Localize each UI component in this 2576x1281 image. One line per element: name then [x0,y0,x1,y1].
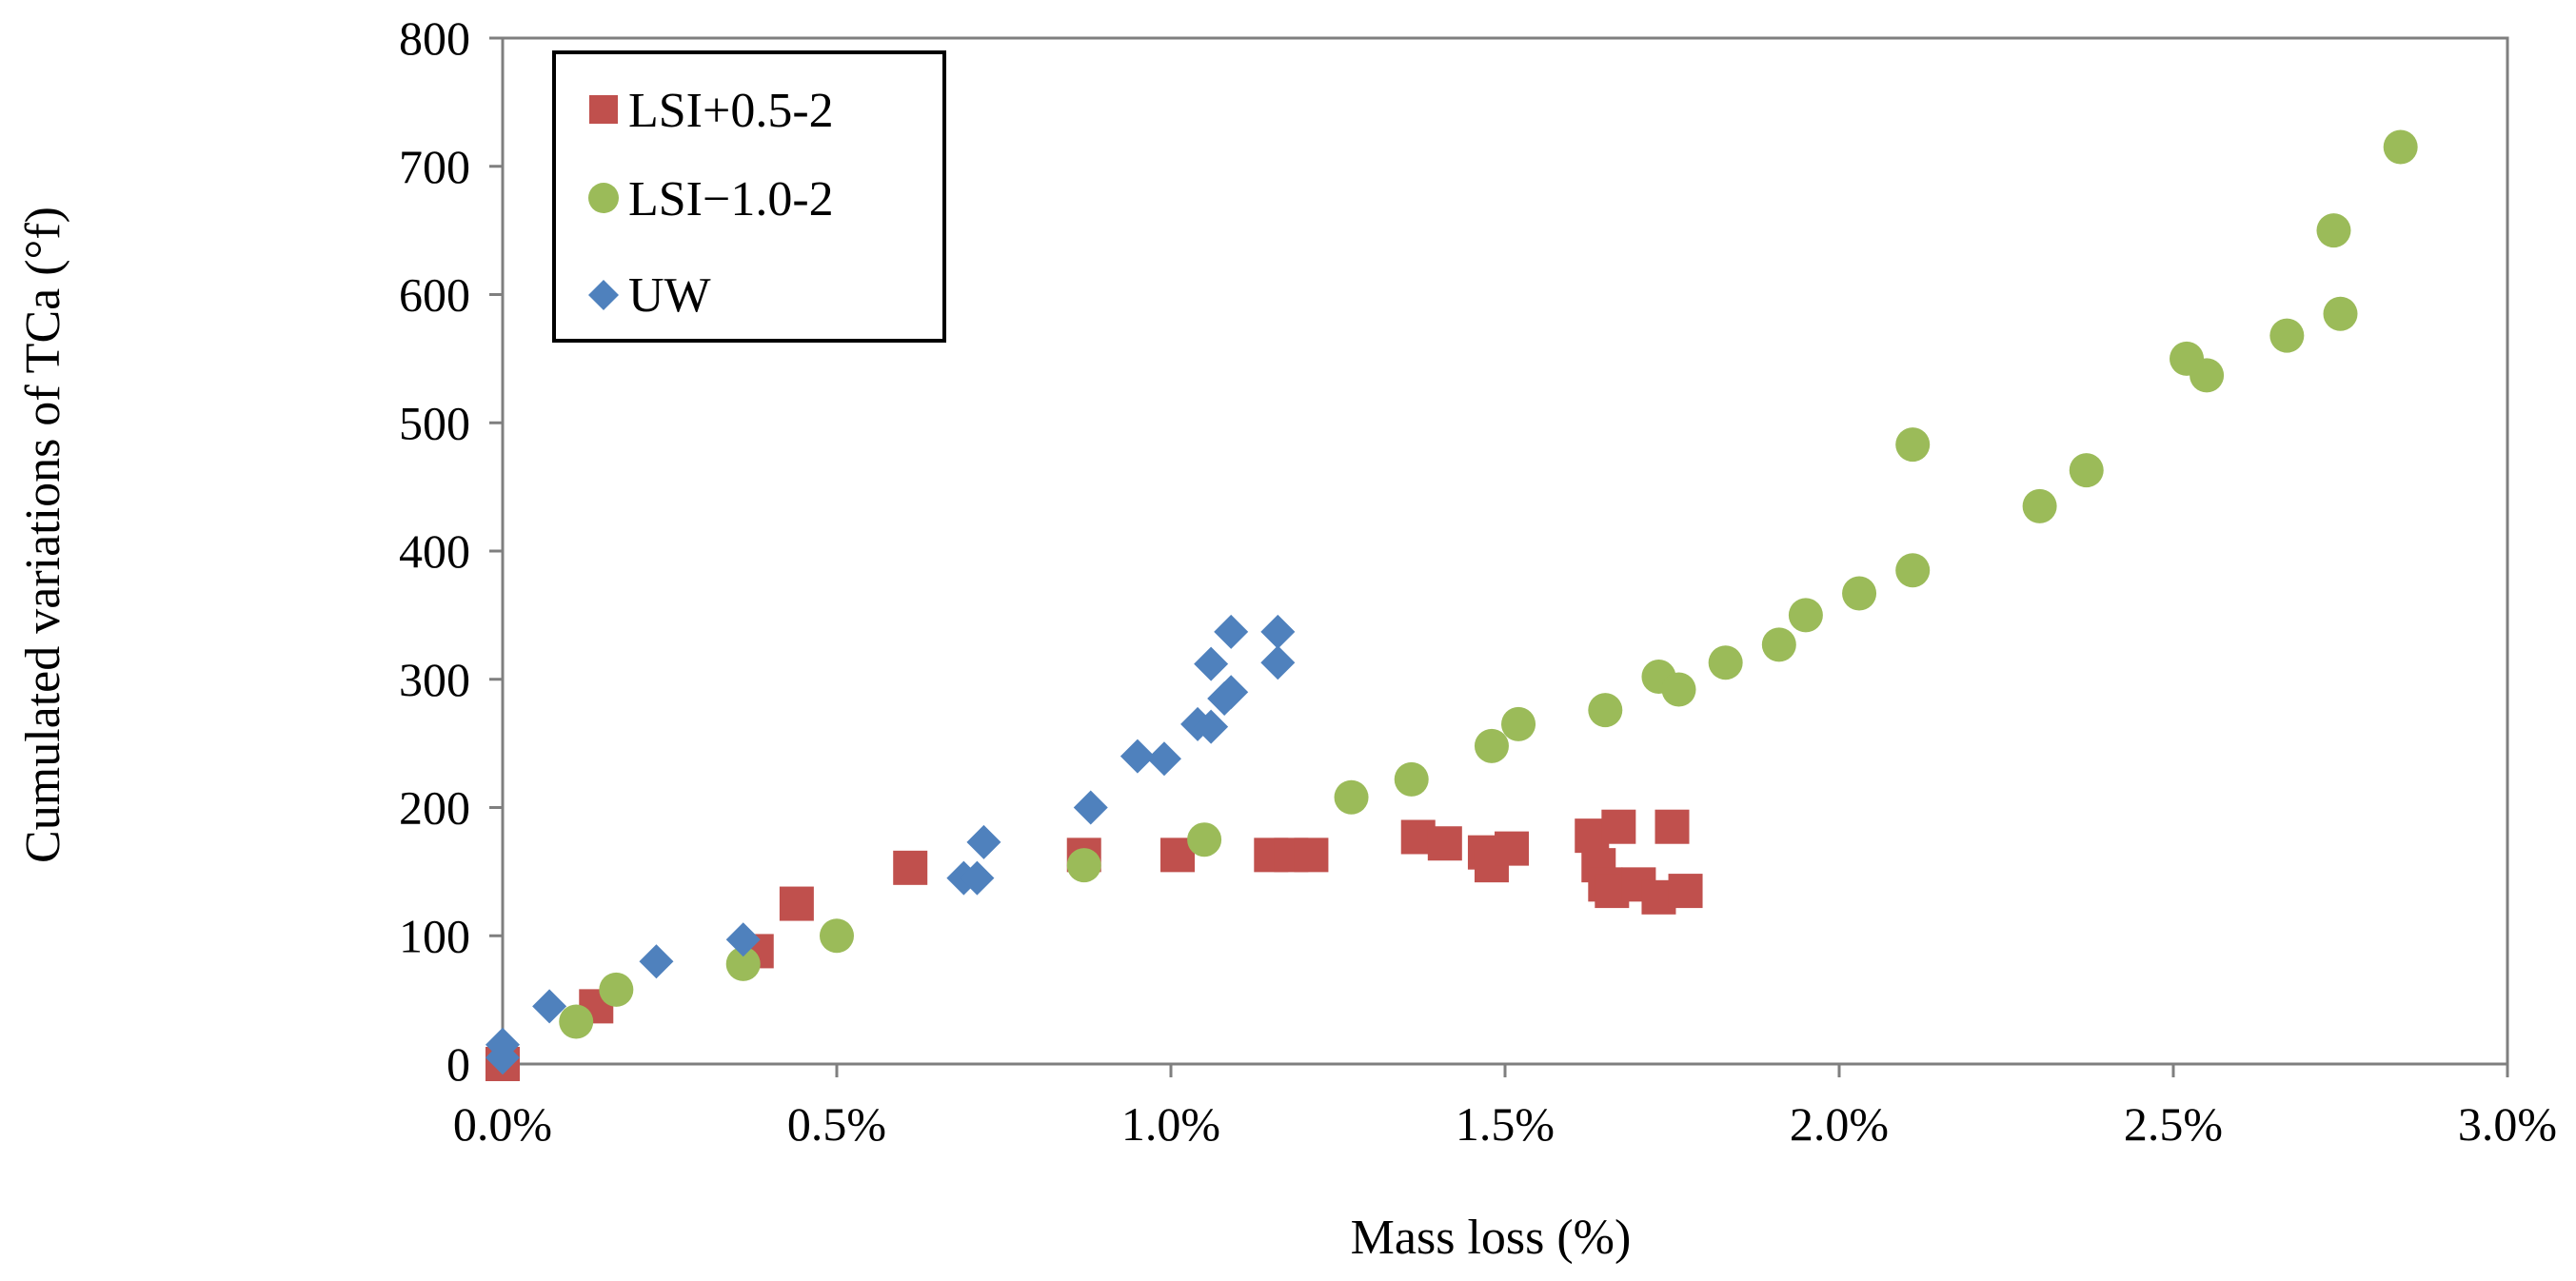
y-tick-label: 700 [399,140,470,193]
data-point-circle [1066,848,1101,883]
legend-box [552,50,946,343]
y-tick-label: 600 [399,268,470,322]
data-point-circle [1661,672,1696,707]
x-tick-label: 1.5% [1456,1097,1555,1151]
data-point-circle [1788,598,1823,633]
data-point-square [1427,826,1462,861]
data-point-diamond [960,860,995,896]
data-point-square [779,886,814,921]
y-tick-label: 400 [399,524,470,578]
legend: LSI+0.5-2 LSI−1.0-2 UW [552,50,946,343]
data-point-circle [2323,296,2358,331]
legend-item-lsi-plus: LSI+0.5-2 [589,84,834,138]
y-tick-label: 100 [399,909,470,962]
data-point-square [1294,838,1329,873]
data-point-diamond [1120,739,1155,774]
data-point-diamond [1214,675,1249,710]
x-axis-title: Mass loss (%) [1351,1211,1632,1265]
y-tick-label: 0 [446,1037,470,1091]
data-point-diamond [639,944,674,979]
legend-swatch-lsi-plus [589,95,618,124]
data-point-square [893,850,928,885]
x-tick-label: 3.0% [2458,1097,2557,1151]
y-axis-title: Cumulated variations of TCa (°f) [16,207,70,863]
data-point-circle [1334,779,1369,815]
legend-label-lsi-minus: LSI−1.0-2 [628,172,834,227]
data-points [485,129,2418,1081]
data-point-circle [2190,358,2225,393]
data-point-circle [1187,822,1222,857]
data-point-circle [2383,129,2418,165]
data-point-diamond [1214,614,1249,649]
data-point-circle [1761,627,1796,662]
legend-label-lsi-plus: LSI+0.5-2 [628,84,834,138]
x-tick-label: 2.0% [1790,1097,1889,1151]
data-point-diamond [1073,790,1108,825]
data-point-diamond [1194,709,1229,744]
data-point-circle [559,1004,594,1039]
data-point-square [1668,874,1703,909]
legend-label-uw: UW [628,268,711,323]
data-point-diamond [1146,741,1181,777]
data-point-square [1601,809,1636,844]
data-point-circle [820,918,854,954]
data-point-circle [1588,693,1623,728]
x-tick-label: 0.0% [453,1097,552,1151]
legend-swatch-uw [588,280,619,310]
legend-item-lsi-minus: LSI−1.0-2 [588,172,834,227]
data-point-diamond [1260,614,1296,649]
data-point-circle [2022,488,2057,523]
data-point-square [1495,831,1530,866]
data-point-circle [2316,213,2351,248]
y-tick-label: 200 [399,781,470,835]
x-tick-label: 2.5% [2124,1097,2223,1151]
x-tick-label: 1.0% [1121,1097,1220,1151]
series-uw [485,614,1296,1075]
data-point-circle [1895,427,1931,463]
data-point-circle [1842,576,1877,611]
x-tick-label: 0.5% [787,1097,886,1151]
data-point-circle [1474,728,1509,763]
series-lsi-1-0-2 [559,129,2418,1039]
data-point-diamond [725,922,761,957]
data-point-circle [725,946,761,981]
data-point-diamond [485,1027,520,1062]
data-point-diamond [966,824,1001,859]
data-point-diamond [1194,646,1229,681]
data-point-diamond [1260,645,1296,680]
legend-item-uw: UW [588,268,711,323]
y-tick-label: 500 [399,396,470,449]
data-point-diamond [532,989,567,1024]
x-axis-ticks: 0.0% 0.5% 1.0% 1.5% 2.0% 2.5% 3.0% [453,1064,2557,1151]
data-point-square [1655,809,1690,844]
y-tick-label: 300 [399,653,470,706]
data-point-circle [2269,318,2305,353]
y-axis-ticks: 0 100 200 300 400 500 600 700 800 [399,11,503,1091]
data-point-circle [1501,706,1536,741]
series-lsi-0-5-2 [485,809,1703,1081]
data-point-circle [1895,553,1931,588]
data-point-circle [1394,761,1429,797]
data-point-circle [2069,453,2104,488]
y-tick-label: 800 [399,11,470,65]
data-point-circle [599,972,634,1007]
legend-swatch-lsi-minus [588,183,619,213]
data-point-circle [1708,645,1743,680]
